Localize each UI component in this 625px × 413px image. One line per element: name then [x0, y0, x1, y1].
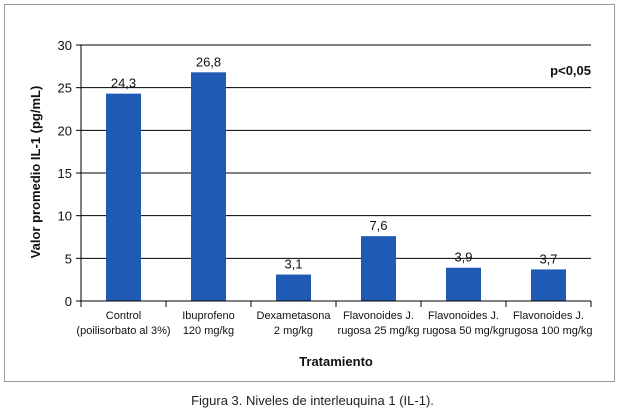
y-tick-label: 25: [58, 81, 72, 96]
x-tick-label: Flavonoides J. rugosa 25 mg/kg: [338, 310, 420, 337]
bar: [531, 269, 566, 301]
data-label: 26,8: [196, 54, 221, 69]
figure-caption: Figura 3. Niveles de interleuquina 1 (IL…: [191, 393, 434, 408]
x-tick-label: Ibuprofeno 120 mg/kg: [182, 310, 235, 337]
data-label: 3,9: [454, 250, 472, 265]
bar: [191, 72, 226, 301]
bar: [361, 236, 396, 301]
bar: [106, 93, 141, 301]
x-tick-label: Control (poilisorbato al 3%): [76, 310, 170, 337]
x-tick-label: Flavonoides J. rugosa 100 mg/kg: [504, 310, 592, 337]
data-label: 7,6: [369, 218, 387, 233]
y-tick-label: 30: [58, 38, 72, 53]
significance-note: p<0,05: [550, 63, 591, 78]
data-label: 3,1: [284, 257, 302, 272]
data-label: 24,3: [111, 76, 136, 91]
chart-frame: [4, 4, 615, 382]
x-axis-label: Tratamiento: [299, 354, 373, 369]
y-tick-label: 15: [58, 166, 72, 181]
y-tick-label: 10: [58, 209, 72, 224]
data-label: 3,7: [539, 251, 557, 266]
bar-chart: 24,3 26,8 3,1 7,6 3,9 3,7 0 5 10 15 20 25 30 Control…: [28, 38, 593, 369]
y-tick-label: 20: [58, 123, 72, 138]
y-tick-label: 5: [65, 251, 72, 266]
y-axis-label: Valor promedio IL-1 (pg/mL): [28, 86, 43, 259]
bar: [446, 267, 481, 301]
x-tick-label: Flavonoides J. rugosa 50 mg/kg: [423, 310, 505, 337]
y-tick-label: 0: [65, 294, 72, 309]
x-tick-label: Dexametasona 2 mg/kg: [257, 310, 332, 337]
bar: [276, 274, 311, 301]
